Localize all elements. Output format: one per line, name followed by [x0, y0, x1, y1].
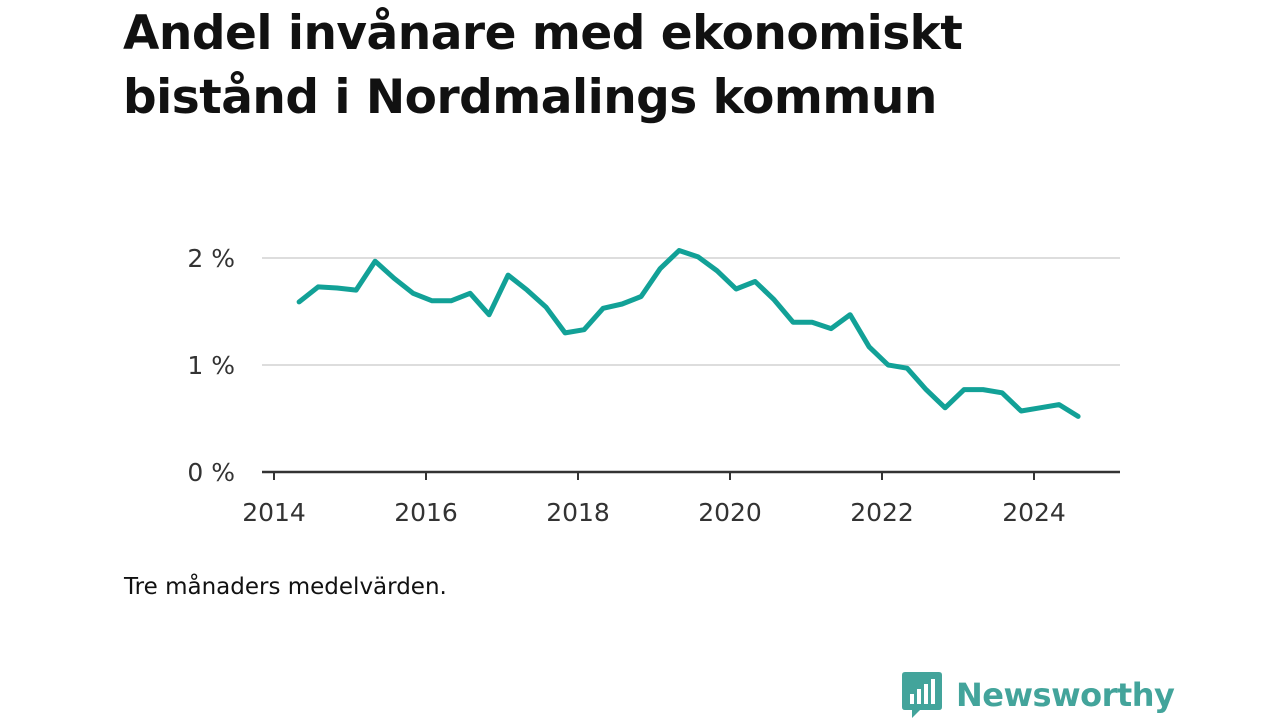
chart-caption: Tre månaders medelvärden. — [124, 574, 447, 600]
series-layer — [296, 248, 1081, 419]
y-tick-label: 1 % — [187, 351, 235, 380]
x-tick-label: 2016 — [394, 498, 458, 527]
x-tick-label: 2024 — [1002, 498, 1066, 527]
tick-labels: 0 % 1 % 2 % 2014 2016 2018 2020 2022 2024 — [187, 244, 1065, 527]
x-tick-label: 2018 — [546, 498, 610, 527]
newsworthy-logo: Newsworthy — [902, 670, 1175, 720]
brand-name: Newsworthy — [956, 676, 1175, 714]
chat-bar-chart-icon — [902, 672, 942, 718]
grid-lines — [262, 257, 1120, 366]
x-tick-label: 2014 — [242, 498, 306, 527]
axes — [262, 470, 1120, 480]
y-tick-label: 2 % — [187, 244, 235, 273]
x-tick-label: 2022 — [850, 498, 914, 527]
x-tick-label: 2020 — [698, 498, 762, 527]
y-tick-label: 0 % — [187, 458, 235, 487]
series-line — [296, 248, 1081, 419]
line-chart: 0 % 1 % 2 % 2014 2016 2018 2020 2022 2024 — [187, 244, 1120, 527]
chart-title: Andel invånare med ekonomiskt bistånd i … — [123, 6, 963, 125]
